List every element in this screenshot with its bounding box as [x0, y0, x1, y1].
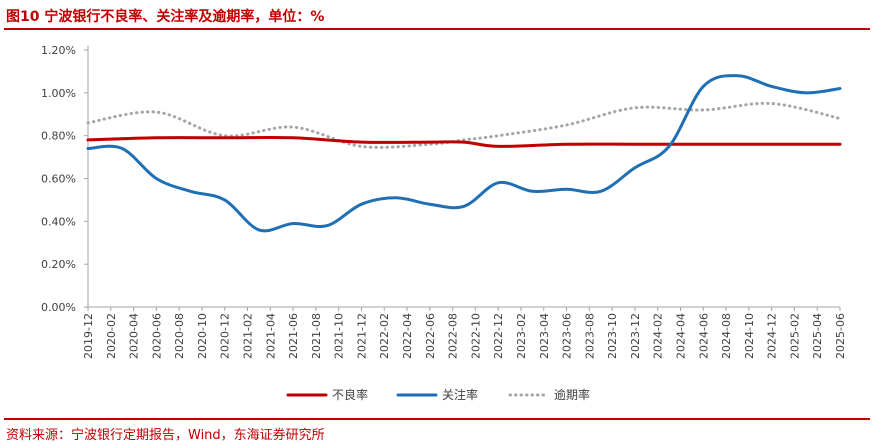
- series-line-3: [86, 101, 842, 149]
- x-tick-label: 2022-02: [378, 313, 391, 359]
- x-tick-label: 2020-04: [128, 313, 141, 359]
- x-tick-label: 2023-08: [583, 313, 596, 359]
- x-tick-label: 2023-06: [561, 313, 574, 359]
- y-tick-label: 1.20%: [41, 44, 76, 57]
- y-tick-label: 0.40%: [41, 215, 76, 228]
- y-tick-label: 0.00%: [41, 301, 76, 314]
- y-tick-label: 1.00%: [41, 87, 76, 100]
- x-tick-label: 2024-10: [743, 313, 756, 359]
- x-tick-label: 2021-06: [287, 313, 300, 359]
- x-tick-label: 2024-12: [766, 313, 779, 359]
- x-tick-label: 2020-10: [196, 313, 209, 359]
- y-tick-label: 0.80%: [41, 130, 76, 143]
- x-tick-label: 2020-12: [219, 313, 232, 359]
- legend-label-1: 不良率: [332, 387, 368, 402]
- x-tick-label: 2020-02: [105, 313, 118, 359]
- x-tick-label: 2020-08: [173, 313, 186, 359]
- y-axis-ticks: 0.00% 0.20% 0.40% 0.60% 0.80% 1.00% 1.20%: [41, 44, 88, 314]
- chart-axes: [87, 46, 840, 308]
- legend-label-3: 逾期率: [554, 387, 590, 402]
- x-tick-label: 2025-06: [834, 313, 847, 359]
- x-tick-label: 2023-12: [629, 313, 642, 359]
- x-tick-label: 2024-02: [652, 313, 665, 359]
- x-tick-label: 2021-08: [310, 313, 323, 359]
- x-tick-label: 2023-10: [606, 313, 619, 359]
- series-line-1: [86, 135, 842, 148]
- chart-legend: 不良率 关注率 逾期率: [286, 387, 590, 402]
- line-chart: 0.00% 0.20% 0.40% 0.60% 0.80% 1.00% 1.20% 2019…: [41, 44, 847, 402]
- figure-title: 图10 宁波银行不良率、关注率及逾期率，单位：%: [6, 9, 325, 25]
- bottom-divider: [4, 418, 870, 420]
- x-tick-label: 2022-08: [447, 313, 460, 359]
- source-note: 资料来源：宁波银行定期报告，Wind，东海证券研究所: [6, 428, 325, 443]
- legend-label-2: 关注率: [442, 387, 478, 402]
- x-tick-label: 2020-06: [150, 313, 163, 359]
- x-tick-label: 2024-08: [720, 313, 733, 359]
- x-tick-label: 2022-04: [401, 313, 414, 359]
- series-line-2: [86, 74, 842, 233]
- x-tick-label: 2023-04: [538, 313, 551, 359]
- series-lines: [86, 74, 842, 233]
- x-tick-label: 2021-10: [333, 313, 346, 359]
- x-tick-label: 2021-12: [355, 313, 368, 359]
- x-tick-label: 2024-04: [674, 313, 687, 359]
- x-tick-label: 2022-06: [424, 313, 437, 359]
- x-tick-label: 2022-10: [469, 313, 482, 359]
- x-tick-label: 2021-02: [242, 313, 255, 359]
- y-tick-label: 0.20%: [41, 258, 76, 271]
- top-divider: [4, 28, 870, 30]
- x-tick-label: 2021-04: [264, 313, 277, 359]
- x-tick-label: 2019-12: [82, 313, 95, 359]
- x-tick-label: 2025-04: [811, 313, 824, 359]
- x-axis-ticks: 2019-12 2020-02 2020-04 2020-06 2020-08 2020-…: [82, 307, 847, 359]
- x-tick-label: 2024-06: [697, 313, 710, 359]
- x-tick-label: 2022-12: [492, 313, 505, 359]
- x-tick-label: 2025-02: [788, 313, 801, 359]
- y-tick-label: 0.60%: [41, 173, 76, 186]
- x-tick-label: 2023-02: [515, 313, 528, 359]
